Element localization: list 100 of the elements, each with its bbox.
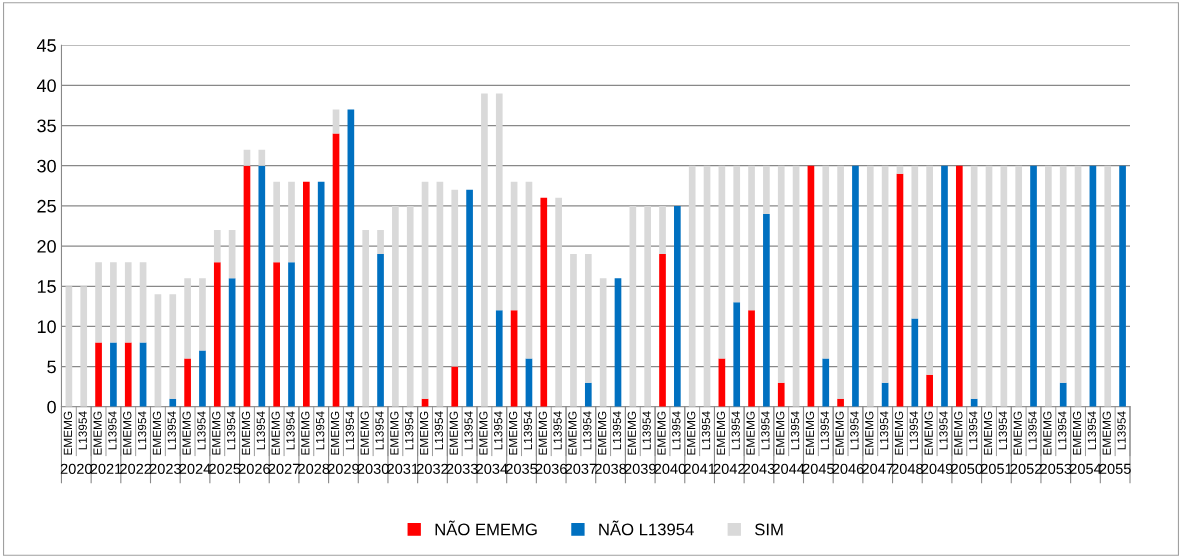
y-tick-label: 10	[37, 320, 56, 334]
bar	[124, 262, 132, 343]
y-tick-label: 45	[36, 39, 56, 52]
x-tick-label: EMEMG	[479, 411, 488, 455]
bar	[199, 278, 206, 351]
text: 2021	[90, 463, 122, 474]
bar	[1045, 165, 1052, 407]
x-tick-label: L13954	[315, 411, 325, 450]
bar	[124, 342, 132, 407]
bar	[288, 181, 295, 263]
text: 2051	[980, 463, 1012, 474]
bar	[659, 205, 666, 255]
text: 2033	[446, 463, 478, 474]
text: 2031	[387, 463, 419, 474]
bar	[748, 165, 755, 311]
x-tick-label: EMEMG	[390, 411, 399, 455]
x-tick-label: EMEMG	[687, 411, 696, 455]
bar	[584, 254, 592, 383]
x-tick-label: L13954	[1058, 411, 1067, 450]
x-tick-label: EMEMG	[776, 411, 785, 455]
bar	[495, 310, 503, 407]
bar	[377, 230, 384, 255]
x-tick-label: L13954	[464, 411, 473, 450]
x-tick-label: EMEMG	[360, 411, 369, 455]
x-tick-label: EMEMG	[212, 411, 221, 455]
bar	[303, 181, 310, 407]
bar	[1104, 165, 1112, 407]
x-tick-label: L13954	[434, 411, 444, 450]
x-tick-label: L13954	[761, 411, 770, 450]
bar	[466, 189, 473, 407]
bar	[451, 189, 459, 367]
bar	[777, 382, 785, 407]
bar	[926, 165, 933, 375]
text: 2054	[1069, 463, 1102, 474]
bar	[629, 205, 637, 407]
x-tick-label: L13954	[108, 411, 117, 450]
text: 2048	[891, 463, 923, 474]
bar	[317, 181, 325, 407]
y-tick-label: 30	[37, 159, 56, 173]
x-tick-label: L13954	[78, 411, 87, 450]
bar	[555, 197, 562, 407]
text: 2037	[565, 463, 597, 474]
bar	[273, 262, 280, 407]
bar	[213, 230, 221, 263]
text: 2045	[802, 463, 834, 474]
text: 2039	[624, 463, 656, 474]
text: 2041	[684, 463, 716, 474]
x-tick-label: L13954	[256, 411, 265, 450]
bar	[837, 398, 844, 407]
text: 2034	[476, 463, 508, 474]
bar	[748, 310, 755, 407]
bar	[881, 165, 889, 383]
text: 2040	[654, 463, 686, 474]
text: 2036	[535, 463, 567, 474]
x-tick-label: EMEMG	[924, 411, 933, 455]
bar	[674, 205, 681, 407]
x-tick-label: L13954	[672, 411, 681, 450]
x-tick-label: EMEMG	[627, 411, 636, 455]
bar	[481, 93, 488, 407]
x-tick-label: EMEMG	[449, 411, 458, 455]
bar	[110, 262, 117, 343]
text: 2046	[832, 463, 864, 474]
bar	[1015, 165, 1023, 407]
x-tick-label: L13954	[1117, 411, 1126, 450]
bar	[852, 165, 859, 407]
bar	[406, 205, 414, 407]
x-tick-label: L13954	[879, 411, 889, 450]
text: 2029	[327, 463, 359, 474]
bar	[1059, 165, 1067, 383]
x-tick-label: L13954	[820, 411, 829, 450]
text: 2044	[773, 463, 805, 474]
y-tick-label: 5	[47, 360, 56, 374]
bar	[110, 342, 117, 407]
bar	[243, 149, 251, 166]
x-tick-label: EMEMG	[123, 411, 132, 455]
legend-label: NÃO L13954	[599, 520, 694, 536]
bar	[955, 165, 963, 407]
x-tick-label: EMEMG	[330, 411, 340, 455]
bar	[451, 366, 459, 407]
x-tick-label: L13954	[939, 411, 948, 450]
text: 2050	[951, 463, 983, 474]
bar	[377, 254, 384, 407]
bar	[213, 262, 221, 407]
x-tick-label: EMEMG	[865, 411, 874, 455]
x-tick-label: EMEMG	[93, 411, 102, 455]
bar	[763, 165, 770, 214]
text: 2030	[357, 463, 389, 474]
bar	[970, 398, 978, 407]
bar	[644, 205, 652, 407]
bar	[332, 109, 340, 134]
bar	[911, 318, 919, 407]
bar	[866, 165, 874, 407]
bar	[540, 197, 548, 407]
x-tick-label: EMEMG	[894, 411, 904, 455]
bar	[584, 382, 592, 407]
bar	[288, 262, 295, 407]
bar	[822, 165, 830, 359]
bar	[184, 278, 191, 359]
x-tick-label: L13954	[909, 411, 918, 450]
text: 2026	[238, 463, 270, 474]
